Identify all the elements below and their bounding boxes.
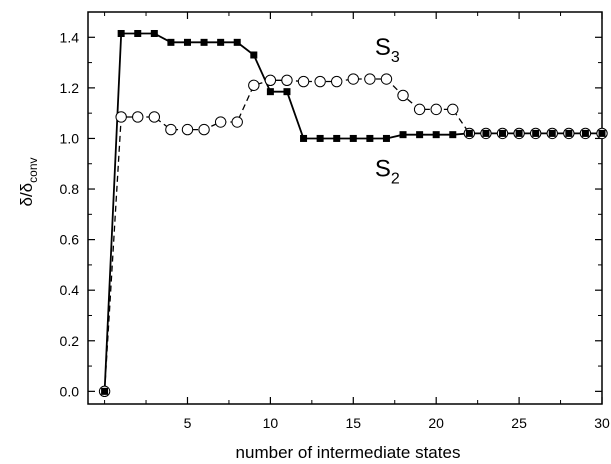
series-label-sub: 3 <box>391 49 400 66</box>
marker-s2 <box>416 131 424 139</box>
tick-labels: 5 10 15 20 25 30 0.0 0.2 0.4 0.6 0.8 1.0 1.2 1.4 <box>60 29 610 431</box>
marker-s2 <box>515 129 523 137</box>
marker-s3 <box>430 103 442 116</box>
series-label-sub: 2 <box>391 170 400 187</box>
marker-s3 <box>364 73 376 85</box>
marker-s2 <box>150 29 158 37</box>
marker-s2 <box>283 88 291 96</box>
series-label-main: S <box>375 155 391 182</box>
x-axis-title: number of intermediate states <box>236 443 461 462</box>
x-tick-label: 5 <box>184 415 192 431</box>
marker-s3 <box>181 123 194 136</box>
series-label-s3: S3 <box>375 34 400 66</box>
marker-s2 <box>432 131 440 139</box>
series-label-main: S <box>375 34 391 61</box>
marker-s2 <box>250 51 258 59</box>
marker-s2 <box>183 38 191 46</box>
marker-s3 <box>132 111 144 123</box>
marker-s2 <box>399 131 407 139</box>
y-tick-label: 0.6 <box>60 232 80 248</box>
y-tick-label: 1.0 <box>60 130 80 146</box>
marker-s3 <box>380 73 393 85</box>
marker-s2 <box>200 38 208 46</box>
marker-s2 <box>333 134 341 142</box>
x-tick-label: 15 <box>346 415 362 431</box>
marker-s2 <box>316 134 324 142</box>
axis-ticks <box>88 11 603 404</box>
marker-s2 <box>598 129 606 137</box>
marker-s2 <box>366 134 374 142</box>
x-tick-label: 30 <box>594 415 610 431</box>
plot-area-border <box>87 11 603 405</box>
y-tick-label: 0.8 <box>60 181 80 197</box>
y-axis-title-main: δ/δ <box>17 183 36 207</box>
marker-s2 <box>134 29 142 37</box>
marker-s2 <box>300 134 308 142</box>
x-tick-label: 20 <box>428 415 444 431</box>
series-label-s2: S2 <box>375 155 400 187</box>
marker-s2 <box>266 88 274 96</box>
marker-s3 <box>447 103 459 116</box>
marker-s3 <box>148 111 161 123</box>
marker-s2 <box>499 129 507 137</box>
marker-s3 <box>248 79 260 92</box>
marker-s2 <box>482 129 490 137</box>
marker-s2 <box>548 129 556 137</box>
series-line-s2 <box>103 32 602 392</box>
marker-s2 <box>532 129 540 137</box>
marker-s2 <box>217 38 225 46</box>
marker-s2 <box>167 38 175 46</box>
marker-s3 <box>231 116 243 128</box>
series-line-s3 <box>103 78 602 392</box>
marker-s3 <box>297 75 310 88</box>
x-tick-label: 25 <box>511 415 527 431</box>
series-lines <box>103 32 602 392</box>
marker-s3 <box>397 89 409 102</box>
marker-s2 <box>117 29 125 37</box>
y-axis-title-sub: conv <box>26 157 40 182</box>
marker-s3 <box>115 111 127 123</box>
series-markers <box>98 29 608 398</box>
y-axis-title: δ/δconv <box>17 157 40 206</box>
marker-s3 <box>198 123 210 136</box>
y-tick-label: 0.4 <box>60 282 80 298</box>
marker-s3 <box>281 74 293 86</box>
marker-s2 <box>233 38 241 46</box>
marker-s3 <box>413 103 426 116</box>
y-tick-label: 0.0 <box>60 383 80 399</box>
marker-s2 <box>382 134 390 142</box>
marker-s3 <box>214 116 227 128</box>
marker-s3 <box>347 73 359 85</box>
x-tick-label: 10 <box>263 415 279 431</box>
marker-s3 <box>331 75 343 88</box>
marker-s2 <box>101 387 109 395</box>
marker-s2 <box>349 134 357 142</box>
y-tick-label: 1.2 <box>60 80 80 96</box>
y-tick-label: 1.4 <box>60 29 80 45</box>
marker-s2 <box>465 129 473 137</box>
marker-s2 <box>581 129 589 137</box>
marker-s2 <box>565 129 573 137</box>
plot-frame <box>87 11 603 405</box>
marker-s3 <box>264 74 277 86</box>
marker-s3 <box>314 75 326 88</box>
marker-s3 <box>165 123 177 136</box>
marker-s2 <box>449 131 457 139</box>
y-tick-label: 0.2 <box>60 333 80 349</box>
